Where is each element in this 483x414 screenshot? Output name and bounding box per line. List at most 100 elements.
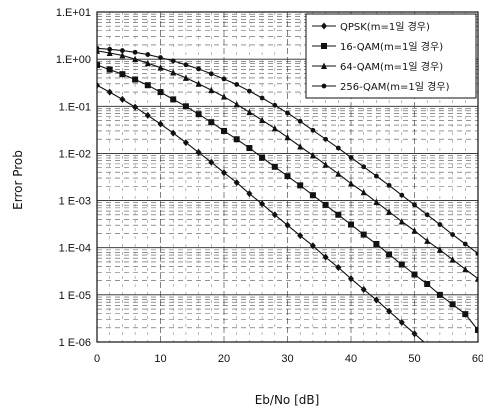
data-point [374,173,379,179]
data-point [386,208,393,215]
data-point [335,264,342,272]
data-point [196,66,202,72]
data-point [335,145,341,151]
y-axis-title: Error Prob [11,150,25,210]
data-point [195,111,202,118]
y-tick-label: 1.E-01 [59,101,91,113]
y-tick-label: 1.E+01 [56,7,91,19]
data-point [462,241,468,247]
data-point [361,164,367,170]
legend-marker [321,22,327,30]
x-tick-labels: 0 10 20 30 40 50 60 [94,353,483,365]
data-point [284,133,291,141]
data-point [272,102,278,108]
legend-marker [321,43,327,49]
data-point [221,169,227,177]
data-point [246,190,253,198]
data-point [170,96,177,103]
data-point [348,180,354,187]
data-point [157,89,164,96]
data-point [322,201,329,208]
data-point [360,285,367,293]
x-tick-label: 30 [281,353,293,365]
data-point [348,275,354,283]
data-point [373,296,380,304]
data-point [297,182,304,189]
y-tick-labels: 1.E+01 1.E+00 1.E-01 1.E-02 1 E-03 1.E-04 1 E-… [56,7,91,349]
data-point [475,386,481,393]
data-point [348,221,354,228]
data-point [120,48,125,53]
data-point [462,265,469,273]
x-tick-label: 10 [154,353,166,365]
data-point [399,192,405,198]
data-point [246,145,253,152]
data-point [132,76,139,83]
data-point [297,232,304,240]
data-point [233,100,240,108]
x-tick-label: 40 [345,353,357,365]
data-point [119,71,126,78]
y-tick-label: 1.E-02 [59,148,91,160]
data-point [208,86,215,94]
data-point [398,217,405,225]
data-point [309,192,316,199]
data-point [106,49,113,56]
data-point [182,74,189,81]
data-point [373,198,380,206]
data-point [284,221,291,229]
y-tick-label: 1.E-04 [59,243,91,255]
series-2 [97,62,478,333]
x-tick-label: 0 [94,353,100,365]
data-point [450,364,456,371]
series-3 [97,47,478,282]
data-point [284,173,291,180]
data-point [170,129,177,137]
data-point [119,95,126,103]
data-point [271,163,278,170]
data-point [157,64,164,71]
x-tick-label: 60 [472,353,483,365]
data-point [182,103,189,110]
data-point [132,49,138,55]
data-point [247,88,252,94]
data-point [335,170,342,177]
data-point [411,227,418,234]
data-point [271,211,278,219]
data-point [322,161,329,168]
data-point [462,375,468,382]
data-point [208,119,215,126]
data-point [309,242,316,250]
data-point [170,58,176,64]
data-point [335,211,342,218]
data-point [475,275,478,282]
series-1 [97,81,481,393]
data-point [449,301,456,308]
data-point [271,124,278,132]
data-point [233,136,240,143]
data-point [475,326,478,333]
data-point [398,261,405,268]
data-point [297,143,304,150]
x-tick-label: 50 [408,353,420,365]
data-point [158,55,163,60]
data-point [309,151,316,159]
data-point [208,158,215,166]
plot-frame [96,11,479,343]
data-point [259,200,266,208]
data-point [386,307,393,315]
data-point [106,66,113,73]
data-point [183,62,189,68]
y-tick-label: 1.E+00 [56,54,91,66]
legend-marker [321,62,327,69]
data-point [360,231,367,238]
y-tick-label: 1 E-06 [59,337,91,349]
data-point [411,271,418,278]
data-point [259,154,266,161]
data-point [386,182,392,188]
series-layer [97,45,481,393]
data-point [144,111,151,119]
data-point [221,127,227,134]
data-point [259,95,265,101]
data-point [322,253,329,261]
